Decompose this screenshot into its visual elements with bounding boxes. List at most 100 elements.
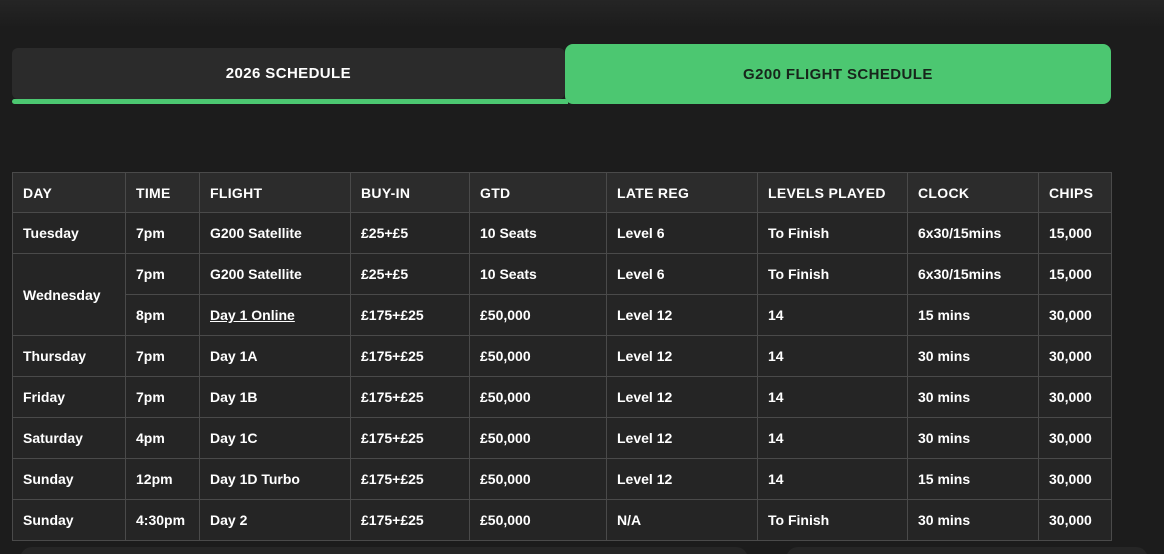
cell-clock: 15 mins (907, 458, 1039, 500)
cell-levels-played: To Finish (757, 499, 908, 541)
cell-late-reg: Level 12 (606, 294, 758, 336)
active-tab-underline (12, 99, 569, 104)
cell-late-reg: Level 12 (606, 417, 758, 459)
cell-buy-in: £175+£25 (350, 335, 470, 377)
cell-time: 7pm (125, 376, 200, 418)
cell-flight: G200 Satellite (199, 253, 351, 295)
table-row: Sunday 4:30pm Day 2 £175+£25 £50,000 N/A… (12, 499, 1112, 541)
column-header-time: TIME (125, 172, 200, 213)
column-header-late-reg: LATE REG (606, 172, 758, 213)
column-header-buy-in: BUY-IN (350, 172, 470, 213)
flight-schedule-table: DAY TIME FLIGHT BUY-IN GTD LATE REG LEVE… (12, 172, 1112, 541)
tab-g200-flight-schedule-label: G200 FLIGHT SCHEDULE (743, 65, 933, 83)
table-header-row: DAY TIME FLIGHT BUY-IN GTD LATE REG LEVE… (12, 172, 1112, 213)
cell-levels-played: 14 (757, 294, 908, 336)
cell-chips: 30,000 (1038, 376, 1112, 418)
table-row: Tuesday 7pm G200 Satellite £25+£5 10 Sea… (12, 212, 1112, 254)
cell-time: 7pm (125, 335, 200, 377)
cell-buy-in: £175+£25 (350, 376, 470, 418)
cell-buy-in: £175+£25 (350, 417, 470, 459)
cell-buy-in: £175+£25 (350, 294, 470, 336)
cell-time: 8pm (125, 294, 200, 336)
cell-buy-in: £175+£25 (350, 458, 470, 500)
cell-flight: Day 2 (199, 499, 351, 541)
table-row: Wednesday 7pm G200 Satellite £25+£5 10 S… (12, 253, 1112, 336)
cell-late-reg: Level 6 (606, 212, 758, 254)
cell-levels-played: To Finish (757, 212, 908, 254)
cell-late-reg: Level 12 (606, 458, 758, 500)
cell-levels-played: To Finish (757, 253, 908, 295)
cell-flight: G200 Satellite (199, 212, 351, 254)
column-header-day: DAY (12, 172, 126, 213)
cell-late-reg: Level 12 (606, 335, 758, 377)
cell-buy-in: £25+£5 (350, 253, 470, 295)
cell-gtd: £50,000 (469, 335, 607, 377)
cell-clock: 6x30/15mins (907, 212, 1039, 254)
cell-levels-played: 14 (757, 417, 908, 459)
table-row: Thursday 7pm Day 1A £175+£25 £50,000 Lev… (12, 335, 1112, 377)
day-1-online-link[interactable]: Day 1 Online (210, 307, 295, 323)
column-header-levels-played: LEVELS PLAYED (757, 172, 908, 213)
cell-late-reg: Level 6 (606, 253, 758, 295)
cell-late-reg: Level 12 (606, 376, 758, 418)
cell-time: 4pm (125, 417, 200, 459)
cell-clock: 30 mins (907, 417, 1039, 459)
cell-clock: 30 mins (907, 335, 1039, 377)
cell-flight: Day 1 Online (199, 294, 351, 336)
column-header-gtd: GTD (469, 172, 607, 213)
bottom-card-left (20, 547, 748, 554)
cell-chips: 15,000 (1038, 212, 1112, 254)
cell-clock: 30 mins (907, 499, 1039, 541)
cell-buy-in: £175+£25 (350, 499, 470, 541)
table-row: 8pm Day 1 Online £175+£25 £50,000 Level … (13, 294, 1112, 336)
cell-chips: 30,000 (1038, 499, 1112, 541)
cell-day-merged: Wednesday (12, 253, 126, 336)
cell-gtd: £50,000 (469, 294, 607, 336)
tab-2026-schedule-label: 2026 SCHEDULE (225, 65, 352, 82)
cell-day: Sunday (12, 458, 126, 500)
cell-time: 12pm (125, 458, 200, 500)
cell-levels-played: 14 (757, 458, 908, 500)
cell-time: 4:30pm (125, 499, 200, 541)
cell-clock: 30 mins (907, 376, 1039, 418)
cell-flight: Day 1B (199, 376, 351, 418)
cell-time: 7pm (125, 212, 200, 254)
cell-time: 7pm (125, 253, 200, 295)
cell-clock: 6x30/15mins (907, 253, 1039, 295)
cell-flight: Day 1C (199, 417, 351, 459)
cell-chips: 15,000 (1038, 253, 1112, 295)
column-header-chips: CHIPS (1038, 172, 1112, 213)
cell-day: Sunday (12, 499, 126, 541)
cell-day: Friday (12, 376, 126, 418)
schedule-tabs: 2026 SCHEDULE G200 FLIGHT SCHEDULE (12, 44, 1111, 104)
cell-flight: Day 1D Turbo (199, 458, 351, 500)
cell-day: Thursday (12, 335, 126, 377)
tab-g200-flight-schedule[interactable]: G200 FLIGHT SCHEDULE (564, 44, 1111, 104)
cell-gtd: £50,000 (469, 417, 607, 459)
cell-buy-in: £25+£5 (350, 212, 470, 254)
bottom-card-right (786, 547, 1148, 554)
cell-gtd: £50,000 (469, 499, 607, 541)
cell-clock: 15 mins (907, 294, 1039, 336)
cell-gtd: £50,000 (469, 458, 607, 500)
cell-late-reg: N/A (606, 499, 758, 541)
cell-flight: Day 1A (199, 335, 351, 377)
cell-chips: 30,000 (1038, 294, 1112, 336)
table-row: Friday 7pm Day 1B £175+£25 £50,000 Level… (12, 376, 1112, 418)
cell-gtd: 10 Seats (469, 212, 607, 254)
cell-gtd: 10 Seats (469, 253, 607, 295)
cell-day: Tuesday (12, 212, 126, 254)
cell-chips: 30,000 (1038, 458, 1112, 500)
cell-chips: 30,000 (1038, 335, 1112, 377)
tab-2026-schedule[interactable]: 2026 SCHEDULE (12, 48, 565, 99)
cell-gtd: £50,000 (469, 376, 607, 418)
table-row: Sunday 12pm Day 1D Turbo £175+£25 £50,00… (12, 458, 1112, 500)
cell-chips: 30,000 (1038, 417, 1112, 459)
table-row: Saturday 4pm Day 1C £175+£25 £50,000 Lev… (12, 417, 1112, 459)
column-header-flight: FLIGHT (199, 172, 351, 213)
cell-levels-played: 14 (757, 376, 908, 418)
cell-levels-played: 14 (757, 335, 908, 377)
column-header-clock: CLOCK (907, 172, 1039, 213)
cell-day: Saturday (12, 417, 126, 459)
